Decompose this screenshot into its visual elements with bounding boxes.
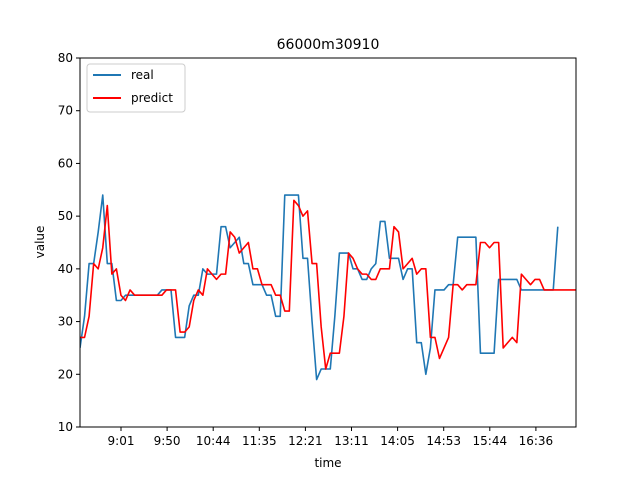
legend-label-real: real	[131, 68, 154, 82]
x-tick-label: 14:53	[426, 434, 461, 448]
x-axis-label: time	[314, 456, 341, 470]
chart-title: 66000m30910	[277, 37, 380, 53]
x-tick-label: 9:50	[154, 434, 181, 448]
y-tick-label: 20	[58, 367, 73, 381]
y-tick-label: 80	[58, 51, 73, 65]
plot-frame	[79, 57, 577, 428]
x-tick-label: 16:36	[519, 434, 554, 448]
x-tick-label: 9:01	[108, 434, 135, 448]
series-line-real	[80, 194, 559, 381]
plot-background	[80, 58, 576, 427]
y-tick-label: 60	[58, 156, 73, 170]
plot-area	[79, 57, 577, 428]
x-tick-label: 12:21	[288, 434, 323, 448]
y-tick-label: 40	[58, 262, 73, 276]
y-tick-label: 30	[58, 315, 73, 329]
x-tick-label: 11:35	[242, 434, 277, 448]
x-tick-label: 14:05	[380, 434, 415, 448]
x-tick-label: 10:44	[196, 434, 231, 448]
y-tick-label: 50	[58, 209, 73, 223]
legend-label-predict: predict	[131, 91, 173, 105]
y-tick-label: 10	[58, 420, 73, 434]
y-tick-label: 70	[58, 104, 73, 118]
y-axis: 10 20 30 40 50 60 70 80	[58, 51, 80, 434]
series-layer	[80, 194, 576, 381]
x-axis: 9:01 9:50 10:44 11:35 12:21 13:11 14:05 14:53 15…	[108, 427, 554, 448]
series-line-predict	[80, 199, 576, 370]
x-tick-label: 15:44	[473, 434, 508, 448]
legend: real predict	[86, 63, 186, 113]
y-axis-label: value	[33, 226, 47, 259]
x-tick-label: 13:11	[334, 434, 369, 448]
